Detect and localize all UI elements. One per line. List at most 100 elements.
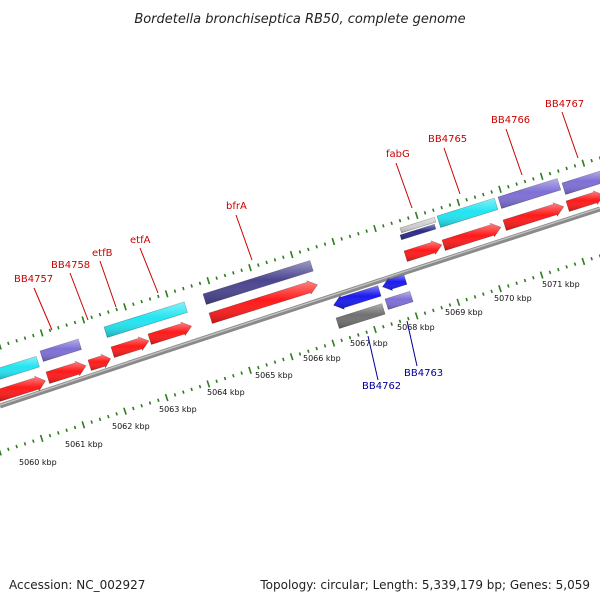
tick-mark bbox=[48, 433, 52, 438]
feature-purple bbox=[384, 290, 414, 310]
tick-mark bbox=[282, 255, 285, 259]
accession-text: Accession: NC_002927 bbox=[9, 578, 146, 592]
tick-mark bbox=[331, 339, 336, 347]
gene-label-reverse: BB4763 bbox=[404, 368, 443, 379]
tick-mark bbox=[98, 417, 102, 422]
genome-summary: Topology: circular; Length: 5,339,179 bp… bbox=[260, 578, 590, 592]
feature-purple-shade bbox=[385, 291, 414, 310]
tick-mark bbox=[198, 281, 202, 286]
feature-cyan-shade bbox=[437, 198, 498, 228]
tick-mark bbox=[414, 211, 419, 220]
tick-mark bbox=[357, 231, 360, 236]
cds-forward bbox=[441, 222, 502, 251]
tick-mark bbox=[240, 371, 243, 375]
feature-dark bbox=[202, 260, 314, 305]
tick-mark bbox=[265, 363, 268, 367]
tick-mark bbox=[157, 294, 160, 299]
tick-mark bbox=[148, 401, 152, 405]
tick-mark bbox=[140, 299, 143, 304]
scale-label: 5065 kbp bbox=[255, 371, 293, 380]
tick-mark bbox=[315, 346, 318, 351]
tick-mark bbox=[173, 289, 177, 293]
tick-mark bbox=[57, 431, 60, 435]
tick-mark bbox=[232, 374, 235, 378]
tick-mark bbox=[423, 211, 427, 215]
tick-mark bbox=[65, 323, 68, 327]
tick-mark bbox=[390, 322, 393, 326]
feature-dark-shade bbox=[203, 260, 314, 305]
tick-mark bbox=[557, 267, 560, 272]
tick-mark bbox=[581, 159, 586, 167]
tick-mark bbox=[490, 190, 493, 194]
scale-labels: 5060 kbp 5061 kbp 5062 kbp 5063 kbp 5064 kbp… bbox=[19, 280, 580, 467]
tick-mark bbox=[7, 447, 10, 452]
tick-mark bbox=[373, 224, 377, 233]
feature-purple bbox=[497, 178, 562, 209]
tick-mark bbox=[548, 171, 552, 176]
tick-mark bbox=[73, 320, 77, 325]
tick-mark bbox=[539, 172, 544, 180]
tick-mark bbox=[532, 276, 535, 280]
cds-forward bbox=[147, 321, 193, 345]
tick-mark bbox=[398, 218, 402, 223]
tick-mark bbox=[473, 295, 477, 299]
scale-label: 5064 kbp bbox=[207, 388, 245, 397]
gene-label-forward: etfB bbox=[92, 248, 113, 259]
tick-mark bbox=[448, 303, 452, 307]
scale-label: 5067 kbp bbox=[350, 339, 388, 348]
tick-mark bbox=[123, 407, 127, 415]
tick-mark bbox=[215, 276, 218, 280]
gene-leader-line bbox=[139, 247, 159, 294]
tick-mark bbox=[515, 281, 518, 285]
tick-mark bbox=[331, 237, 336, 246]
tick-mark bbox=[448, 203, 452, 207]
feature-cyan-shade bbox=[104, 301, 188, 338]
tick-mark bbox=[382, 224, 385, 228]
tick-mark bbox=[407, 316, 410, 321]
tick-mark bbox=[365, 229, 368, 233]
cds-forward-shade bbox=[46, 361, 86, 384]
cds-forward-shade bbox=[111, 336, 149, 358]
tick-mark bbox=[132, 406, 135, 411]
backbone-arc bbox=[0, 206, 600, 409]
cds-forward-shade bbox=[148, 322, 192, 345]
tick-mark bbox=[15, 339, 18, 343]
tick-mark bbox=[590, 158, 593, 163]
tick-mark bbox=[190, 387, 193, 392]
scale-label: 5063 kbp bbox=[159, 405, 197, 414]
cds-forward bbox=[208, 280, 318, 324]
tick-mark bbox=[365, 330, 368, 334]
tick-mark bbox=[565, 166, 568, 171]
cds-forward-shade bbox=[0, 376, 46, 402]
gene-label-forward: BB4766 bbox=[491, 115, 530, 126]
tick-mark bbox=[98, 312, 102, 317]
tick-mark bbox=[223, 376, 227, 381]
tick-mark bbox=[90, 315, 93, 320]
tick-mark bbox=[248, 263, 252, 272]
feature-purple bbox=[561, 170, 600, 195]
tick-mark bbox=[323, 344, 327, 348]
scale-label: 5060 kbp bbox=[19, 458, 57, 467]
feature-cyan-shade bbox=[0, 356, 40, 380]
lower-tick-row bbox=[0, 254, 600, 456]
tick-mark bbox=[482, 292, 485, 296]
gene-leader-line bbox=[443, 147, 461, 195]
gene-label-forward: BB4757 bbox=[14, 274, 53, 285]
cds-forward bbox=[502, 202, 565, 231]
tick-mark bbox=[206, 380, 211, 388]
cds-forward bbox=[110, 336, 150, 358]
cds-forward bbox=[0, 375, 46, 402]
gene-leader-line bbox=[505, 128, 523, 176]
cds-forward bbox=[403, 240, 443, 262]
feature-cyan bbox=[0, 356, 40, 380]
cds-reverse-shade bbox=[333, 285, 382, 310]
cds-reverse bbox=[382, 274, 408, 291]
tick-mark bbox=[507, 184, 510, 189]
cds-forward bbox=[45, 360, 87, 384]
tick-mark bbox=[548, 270, 552, 275]
tick-mark bbox=[456, 198, 461, 207]
tick-mark bbox=[232, 271, 235, 275]
tick-mark bbox=[32, 333, 35, 338]
tick-mark bbox=[115, 412, 118, 416]
